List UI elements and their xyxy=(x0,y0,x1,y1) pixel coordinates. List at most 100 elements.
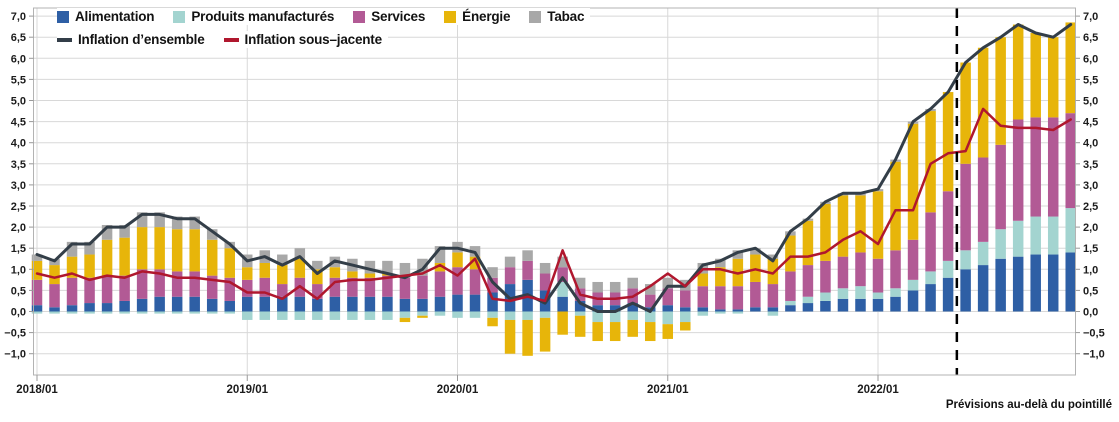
bar-segment xyxy=(820,300,831,312)
bar-segment xyxy=(84,303,95,312)
bar-segment xyxy=(312,269,323,285)
legend-energie-label: Énergie xyxy=(462,9,511,24)
bar-segment xyxy=(452,311,463,318)
bar-segment xyxy=(837,195,849,257)
y-axis-label-right: 5,5 xyxy=(1083,74,1098,86)
bar-segment xyxy=(399,311,411,318)
bar-segment xyxy=(189,216,200,230)
bar-segment xyxy=(557,256,568,268)
y-axis-label-left: 0,0 xyxy=(11,307,26,319)
legend-tabac-label: Tabac xyxy=(547,9,585,24)
bar-segment xyxy=(417,315,428,318)
bar-segment xyxy=(329,267,341,278)
bar-segment xyxy=(136,298,148,312)
bar-segment xyxy=(294,311,306,320)
bar-segment xyxy=(1012,220,1024,257)
bar-segment xyxy=(469,269,481,295)
bar-segment xyxy=(662,277,674,289)
bar-segment xyxy=(49,284,60,308)
bar-segment xyxy=(574,311,586,316)
bar-segment xyxy=(434,271,446,297)
bar-segment xyxy=(609,311,621,323)
bar-segment xyxy=(680,311,691,323)
legend-services: Services xyxy=(353,9,425,24)
bar-segment xyxy=(242,296,253,312)
legend-tabac: Tabac xyxy=(529,9,584,24)
bar-segment xyxy=(224,311,235,314)
bar-segment xyxy=(329,311,341,320)
bar-segment xyxy=(31,305,43,312)
bar-segment xyxy=(312,260,323,270)
bar-segment xyxy=(49,311,60,314)
bar-segment xyxy=(312,311,323,320)
bar-segment xyxy=(977,47,989,158)
bar-segment xyxy=(1030,254,1041,312)
bar-segment xyxy=(644,284,656,295)
bar-segment xyxy=(1065,22,1076,114)
legend-alimentation-swatch-icon xyxy=(57,10,69,23)
bar-segment xyxy=(925,212,936,272)
bar-segment xyxy=(347,296,358,312)
bar-segment xyxy=(364,260,376,274)
bar-segment xyxy=(101,303,113,312)
bar-segment xyxy=(942,260,954,278)
legend-tabac-swatch-icon xyxy=(529,10,542,23)
bar-segment xyxy=(504,267,516,285)
bar-segment xyxy=(84,254,95,278)
bar-segment xyxy=(820,203,831,261)
legend-inflation-sousjacente-label: Inflation sous–jacente xyxy=(244,32,383,47)
bar-segment xyxy=(820,260,831,293)
bar-segment xyxy=(715,258,726,268)
bar-segment xyxy=(1047,216,1059,255)
bar-segment xyxy=(277,311,288,320)
y-axis-label-left: 2,5 xyxy=(11,201,26,213)
bar-segment xyxy=(785,305,796,312)
bar-segment xyxy=(539,317,551,352)
bar-segment xyxy=(277,254,288,266)
bar-segment xyxy=(206,229,218,240)
legend-inflation-densemble: Inflation d’ensemble xyxy=(57,32,205,47)
bar-segment xyxy=(154,269,165,297)
bar-segment xyxy=(469,294,481,312)
y-axis-label-right: 4,0 xyxy=(1083,138,1098,150)
y-axis-label-right: 4,5 xyxy=(1083,117,1098,129)
bar-segment xyxy=(101,239,113,276)
bar-segment xyxy=(802,265,814,297)
bar-segment xyxy=(627,277,638,289)
bar-segment xyxy=(329,296,341,312)
bar-segment xyxy=(539,262,551,274)
bar-segment xyxy=(66,241,78,257)
legend-energie: Énergie xyxy=(444,9,510,24)
y-axis-label-right: 1,0 xyxy=(1083,264,1098,276)
bar-segment xyxy=(837,256,849,289)
bar-segment xyxy=(1030,117,1041,217)
bar-segment xyxy=(189,296,200,312)
bar-segment xyxy=(855,286,866,299)
y-axis-label-right: 3,0 xyxy=(1083,180,1098,192)
bar-segment xyxy=(312,298,323,312)
y-axis-label-right: 6,0 xyxy=(1083,53,1098,65)
bar-segment xyxy=(995,37,1006,145)
bar-segment xyxy=(715,267,726,287)
bar-segment xyxy=(277,296,288,312)
bar-segment xyxy=(469,256,481,270)
bar-segment xyxy=(101,275,113,304)
bar-segment xyxy=(189,229,200,272)
legend-inflation-densemble-label: Inflation d’ensemble xyxy=(78,32,205,47)
bar-segment xyxy=(697,273,709,287)
legend-alimentation: Alimentation xyxy=(57,9,155,24)
bar-segment xyxy=(84,241,95,255)
bar-segment xyxy=(662,288,674,306)
bar-segment xyxy=(627,311,638,320)
bar-segment xyxy=(872,191,884,259)
y-axis-label-left: 3,0 xyxy=(11,180,26,192)
bar-segment xyxy=(609,322,621,342)
bar-segment xyxy=(154,296,165,312)
bar-segment xyxy=(189,271,200,297)
bar-segment xyxy=(995,144,1006,230)
y-axis-label-right: 5,0 xyxy=(1083,96,1098,108)
bar-segment xyxy=(1030,216,1041,255)
bar-segment xyxy=(802,296,814,304)
bar-segment xyxy=(609,305,621,312)
bar-segment xyxy=(732,311,744,314)
